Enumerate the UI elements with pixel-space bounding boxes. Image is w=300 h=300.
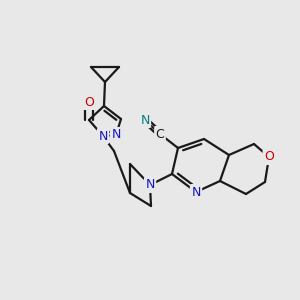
Text: O: O (84, 95, 94, 109)
Text: N: N (111, 128, 121, 142)
Text: C: C (156, 128, 164, 140)
Text: N: N (145, 178, 155, 191)
Text: N: N (98, 130, 108, 142)
Text: N: N (191, 185, 201, 199)
Text: O: O (264, 151, 274, 164)
Text: N: N (140, 113, 150, 127)
